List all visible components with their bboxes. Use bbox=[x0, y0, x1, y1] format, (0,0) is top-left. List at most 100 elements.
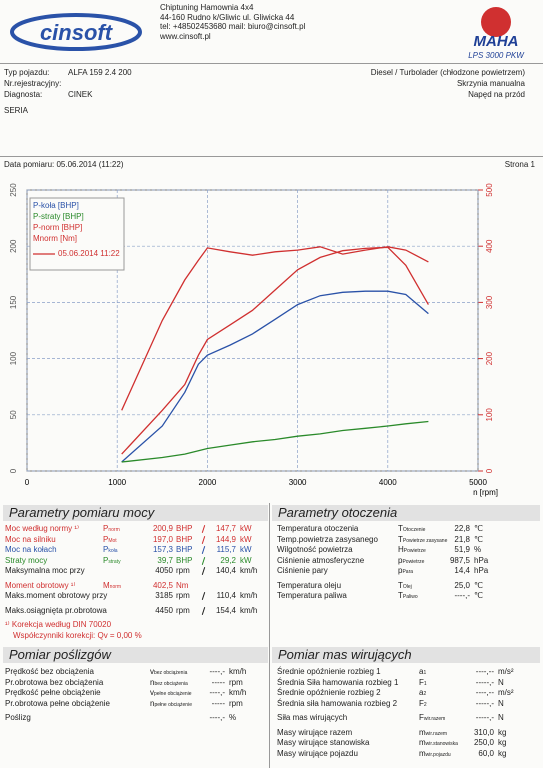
row-label: Ciśnienie atmosferyczne bbox=[277, 555, 365, 565]
row-label: Temp.powietrza zasysanego bbox=[277, 534, 378, 544]
table-row: Moc według normy ¹⁾ Pnorm 200,9 BHP 147,7 kW bbox=[0, 524, 265, 534]
table-row: Straty mocy Pstraty 39,7 BHP 29,2 kW bbox=[0, 556, 265, 566]
company: Chiptuning Hamownia 4x4 bbox=[160, 3, 254, 12]
row-label: Pr.obrotowa pełne obciążenie bbox=[5, 698, 110, 708]
symbol: F2 bbox=[419, 699, 427, 708]
unit: m/s² bbox=[498, 667, 514, 676]
maha-logo: MAHA LPS 3000 PKW bbox=[468, 7, 525, 60]
value: ----,- bbox=[209, 713, 225, 722]
unit: km/h bbox=[229, 688, 247, 697]
table-row: Prędkość pełne obciążenie vpełne obciążen… bbox=[0, 688, 265, 698]
symbol: npełne obciążenie bbox=[150, 699, 192, 708]
unit: rpm bbox=[229, 677, 243, 687]
legend-entry: P-straty [BHP] bbox=[33, 212, 84, 221]
diag-value: CINEK bbox=[68, 90, 93, 99]
symbol-main: F bbox=[419, 713, 424, 722]
symbol: PMot bbox=[103, 535, 117, 544]
symbol-main: p bbox=[398, 555, 403, 565]
row-label: Średnie opóźnienie rozbieg 1 bbox=[277, 667, 381, 676]
legend-entry: P-norm [BHP] bbox=[33, 223, 82, 232]
value: ----,-- bbox=[475, 688, 494, 697]
contact: tel: +48502453680 mail: biuro@cinsoft.pl bbox=[160, 22, 306, 31]
row-label: Temperatura paliwa bbox=[277, 591, 347, 600]
symbol-main: P bbox=[103, 555, 109, 565]
symbol-main: T bbox=[398, 534, 403, 544]
reg-label: Nr.rejestracyjny: bbox=[4, 79, 62, 88]
symbol-sub: wir.stanowiska bbox=[425, 741, 458, 747]
value: 14,4 bbox=[454, 566, 470, 575]
unit: ℃ bbox=[474, 580, 483, 590]
legend-box bbox=[29, 197, 125, 271]
unit: BHP bbox=[176, 555, 193, 565]
type-value: ALFA 159 2.4 200 bbox=[68, 68, 132, 77]
symbol-sub: norm bbox=[108, 527, 120, 533]
symbol-sub: 1 bbox=[423, 670, 427, 676]
unit: N bbox=[498, 698, 504, 708]
address: 44-160 Rudno k/Gliwic ul. Gliwicka 44 bbox=[160, 12, 295, 22]
value: ----- bbox=[211, 677, 225, 687]
symbol-sub: wir.razem bbox=[423, 716, 446, 722]
symbol: Pkoła bbox=[103, 545, 118, 554]
value: 402,5 bbox=[152, 580, 173, 590]
symbol: a1 bbox=[419, 667, 426, 676]
row-label: Maksymalna moc przy bbox=[5, 566, 85, 575]
symbol-main: P bbox=[103, 545, 109, 554]
row-label: Prędkość pełne obciążenie bbox=[5, 688, 101, 697]
unit: kg bbox=[498, 727, 507, 737]
gearbox: Skrzynia manualna bbox=[456, 79, 525, 88]
y-tick-label: 150 bbox=[9, 295, 18, 309]
unit: kW bbox=[240, 524, 252, 533]
table-row: Temperatura otoczenia TOtoczenie 22,8 ℃ bbox=[272, 524, 537, 534]
value: 250,0 bbox=[473, 738, 494, 747]
x-tick-label: 5000 bbox=[469, 478, 487, 487]
unit: Nm bbox=[176, 580, 189, 590]
table-row: Pr.obrotowa bez obciążenia nbez obciążeni… bbox=[0, 678, 265, 688]
symbol: pPara bbox=[398, 566, 413, 575]
logo: cinsoft bbox=[10, 13, 142, 51]
value: 115,7 bbox=[216, 545, 236, 554]
table-row: Temperatura paliwa TPaliwo ----,- ℃ bbox=[272, 591, 537, 601]
value: 110,4 bbox=[216, 591, 236, 600]
value: ----,- bbox=[209, 667, 225, 676]
y2-tick-label: 100 bbox=[485, 408, 494, 422]
value: ----,- bbox=[454, 591, 470, 600]
symbol: Fwir.razem bbox=[419, 713, 445, 722]
unit: rpm bbox=[176, 605, 190, 615]
symbol-main: a bbox=[419, 688, 424, 697]
value: 154,4 bbox=[215, 605, 236, 615]
row-label: Siła mas wirujących bbox=[277, 713, 348, 722]
symbol-sub: pełne obciążenie bbox=[154, 701, 192, 708]
diag-label: Diagnosta: bbox=[4, 90, 43, 99]
unit: rpm bbox=[229, 698, 243, 708]
table-row: Pr.obrotowa pełne obciążenie npełne obcią… bbox=[0, 699, 265, 709]
web: www.cinsoft.pl bbox=[160, 31, 211, 41]
row-label: Straty mocy bbox=[5, 555, 48, 565]
value: 29,2 bbox=[220, 555, 236, 565]
row-label: Temperatura oleju bbox=[277, 580, 342, 590]
x-tick-label: 1000 bbox=[108, 478, 126, 487]
note: ¹⁾ Korekcja według DIN 70020 bbox=[5, 620, 112, 629]
value: 157,3 bbox=[152, 545, 173, 554]
section-title: Pomiar poślizgów bbox=[3, 647, 268, 663]
device: LPS 3000 PKW bbox=[468, 51, 525, 60]
y2-tick-label: 200 bbox=[485, 351, 494, 365]
row-label: Masy wirujące pojazdu bbox=[277, 748, 358, 758]
note: Współczynniki korekcji: Qv = 0,00 % bbox=[13, 630, 142, 640]
value: -----,- bbox=[475, 677, 494, 687]
table-row: Masy wirujące pojazdu mwir.pojazdu 60,0 kg bbox=[272, 749, 537, 759]
unit: hPa bbox=[474, 566, 489, 575]
unit: km/h bbox=[240, 605, 258, 615]
row-label: Masy wirujące razem bbox=[277, 727, 353, 737]
y2-tick-label: 300 bbox=[485, 295, 494, 309]
symbol-sub: wir.razem bbox=[425, 730, 448, 737]
unit: ℃ bbox=[474, 591, 483, 600]
y-tick-label: 50 bbox=[9, 410, 18, 419]
symbol-sub: 1 bbox=[423, 680, 427, 687]
value: 60,0 bbox=[478, 748, 494, 758]
symbol-main: a bbox=[419, 667, 424, 676]
symbol: HPowietrze bbox=[398, 545, 426, 554]
y-tick-label: 0 bbox=[9, 468, 18, 473]
table-row: Siła mas wirujących Fwir.razem -----,- N bbox=[272, 713, 537, 723]
unit: N bbox=[498, 677, 504, 687]
row-label: Średnia siła hamowania rozbieg 2 bbox=[277, 698, 398, 708]
